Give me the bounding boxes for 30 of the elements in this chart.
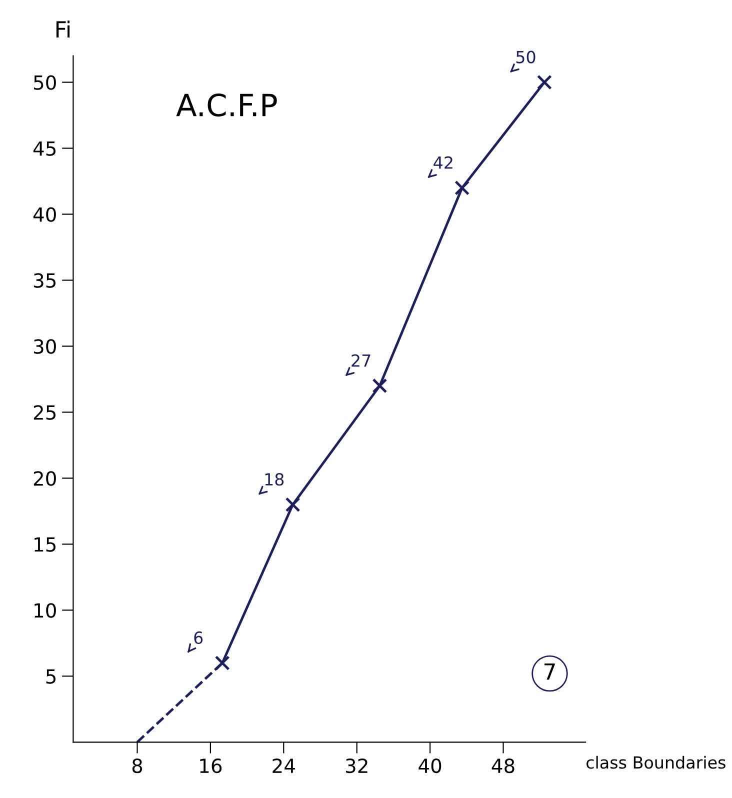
x-tick-label: 16 (200, 758, 222, 774)
y-tick-label: 10 (34, 603, 56, 618)
y-tick-label: 25 (34, 405, 56, 420)
point (214, 655, 230, 670)
data-label: 18 (265, 473, 284, 486)
point (536, 74, 552, 90)
data-label: 50 (516, 50, 536, 64)
y-tick-label: 35 (34, 273, 56, 288)
annotation: 7 (544, 663, 555, 680)
y-tick-label: 30 (34, 339, 56, 354)
point (454, 180, 470, 196)
data-label: 42 (434, 156, 452, 169)
y-tick-label: 50 (34, 75, 56, 90)
text: A.C.F.P (176, 93, 277, 117)
point (372, 378, 388, 394)
data-label: 6 (194, 631, 203, 644)
x-tick-label: 40 (418, 758, 442, 774)
y-tick-label: 5 (46, 669, 56, 684)
x-tick-label: 32 (346, 758, 368, 774)
y-axis-title: Fi (56, 20, 70, 38)
y-tick-label: 40 (33, 207, 56, 222)
y-tick-label: 45 (33, 141, 56, 156)
data-label: 27 (352, 354, 370, 367)
x-tick-label: 8 (132, 758, 142, 774)
y-tick-label: 20 (34, 471, 56, 486)
x-tick-label: 48 (492, 758, 514, 774)
point (285, 497, 300, 512)
x-axis-title: class Boundaries (586, 756, 726, 769)
y-tick-label: 15 (34, 537, 56, 552)
x-tick-label: 24 (272, 758, 295, 773)
